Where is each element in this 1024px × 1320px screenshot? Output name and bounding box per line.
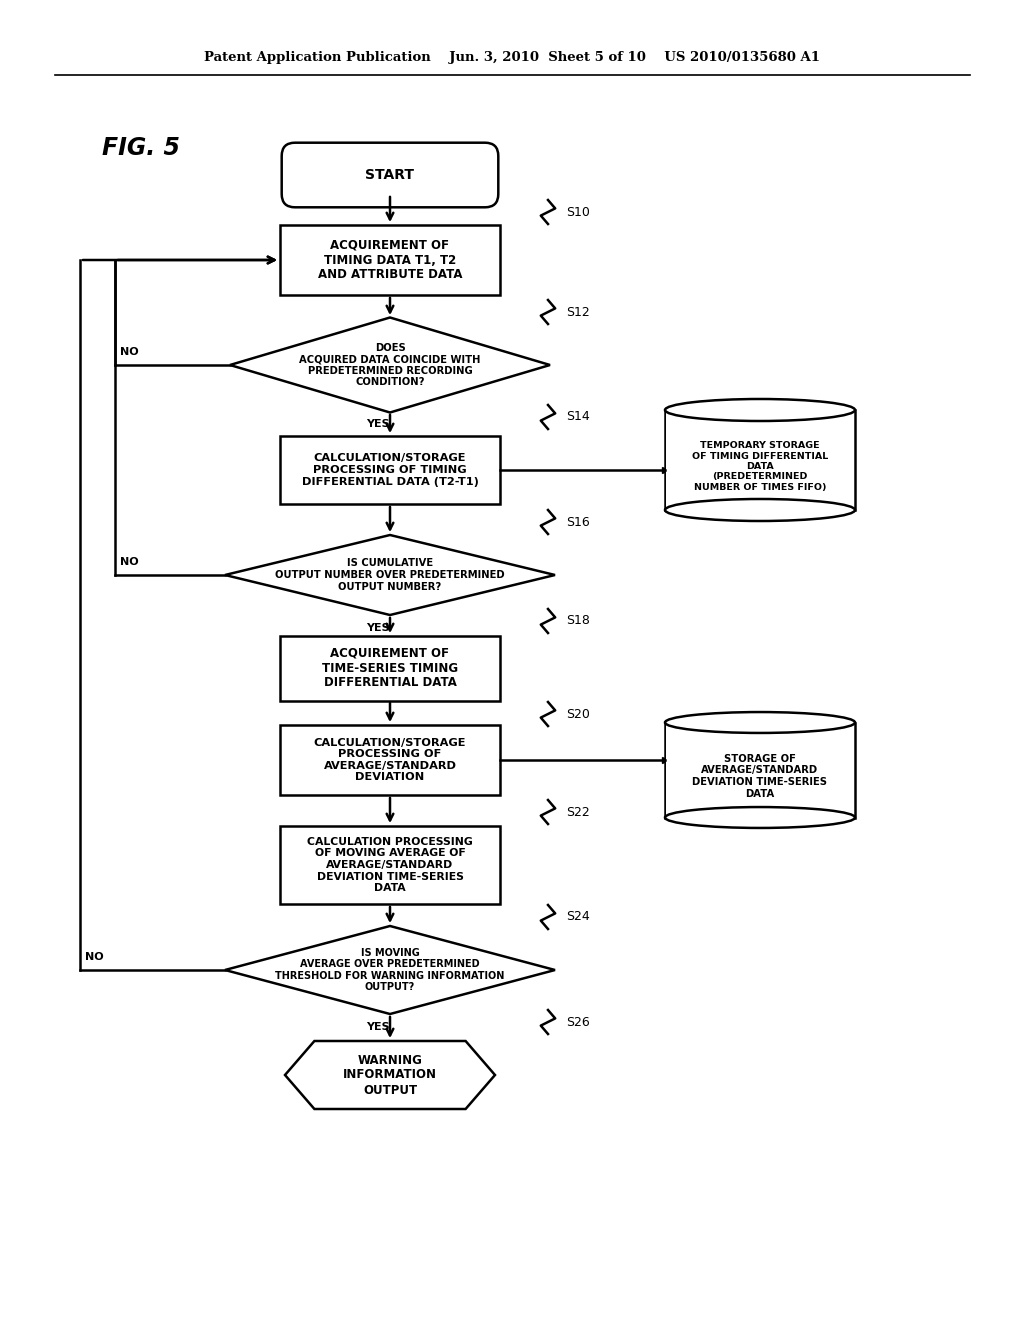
Bar [665, 411, 855, 510]
Text: IS MOVING
AVERAGE OVER PREDETERMINED
THRESHOLD FOR WARNING INFORMATION
OUTPUT?: IS MOVING AVERAGE OVER PREDETERMINED THR… [275, 948, 505, 993]
Text: S12: S12 [566, 305, 590, 318]
Text: S16: S16 [566, 516, 590, 528]
Text: YES: YES [367, 418, 390, 429]
Text: Patent Application Publication    Jun. 3, 2010  Sheet 5 of 10    US 2010/0135680: Patent Application Publication Jun. 3, 2… [204, 51, 820, 65]
Polygon shape [225, 535, 555, 615]
Bar [280, 635, 500, 701]
Text: S26: S26 [566, 1015, 590, 1028]
Text: STORAGE OF
AVERAGE/STANDARD
DEVIATION TIME-SERIES
DATA: STORAGE OF AVERAGE/STANDARD DEVIATION TI… [692, 754, 827, 799]
Text: CALCULATION PROCESSING
OF MOVING AVERAGE OF
AVERAGE/STANDARD
DEVIATION TIME-SERI: CALCULATION PROCESSING OF MOVING AVERAGE… [307, 837, 473, 894]
Text: ACQUIREMENT OF
TIMING DATA T1, T2
AND ATTRIBUTE DATA: ACQUIREMENT OF TIMING DATA T1, T2 AND AT… [317, 239, 462, 281]
Bar [280, 826, 500, 904]
Text: CALCULATION/STORAGE
PROCESSING OF
AVERAGE/STANDARD
DEVIATION: CALCULATION/STORAGE PROCESSING OF AVERAG… [313, 738, 466, 783]
Text: WARNING
INFORMATION
OUTPUT: WARNING INFORMATION OUTPUT [343, 1053, 437, 1097]
Ellipse shape [665, 399, 855, 421]
FancyBboxPatch shape [282, 143, 499, 207]
Text: NO: NO [120, 557, 138, 568]
Text: CALCULATION/STORAGE
PROCESSING OF TIMING
DIFFERENTIAL DATA (T2-T1): CALCULATION/STORAGE PROCESSING OF TIMING… [301, 453, 478, 487]
Text: ACQUIREMENT OF
TIME-SERIES TIMING
DIFFERENTIAL DATA: ACQUIREMENT OF TIME-SERIES TIMING DIFFER… [322, 647, 458, 689]
Text: IS CUMULATIVE
OUTPUT NUMBER OVER PREDETERMINED
OUTPUT NUMBER?: IS CUMULATIVE OUTPUT NUMBER OVER PREDETE… [275, 558, 505, 591]
Bar [280, 436, 500, 504]
Bar [666, 723, 854, 817]
Text: S22: S22 [566, 805, 590, 818]
Bar [666, 411, 854, 510]
Bar [665, 722, 855, 817]
Bar [280, 224, 500, 294]
Polygon shape [230, 318, 550, 412]
Polygon shape [285, 1041, 495, 1109]
Ellipse shape [665, 807, 855, 828]
Text: DOES
ACQUIRED DATA COINCIDE WITH
PREDETERMINED RECORDING
CONDITION?: DOES ACQUIRED DATA COINCIDE WITH PREDETE… [299, 343, 480, 387]
Text: NO: NO [85, 952, 103, 962]
Text: YES: YES [367, 1022, 390, 1032]
Text: START: START [366, 168, 415, 182]
Polygon shape [225, 927, 555, 1014]
Text: S10: S10 [566, 206, 590, 219]
Text: S24: S24 [566, 911, 590, 924]
Text: S20: S20 [566, 708, 590, 721]
Text: S14: S14 [566, 411, 590, 424]
Bar [280, 725, 500, 795]
Ellipse shape [665, 499, 855, 521]
Text: TEMPORARY STORAGE
OF TIMING DIFFERENTIAL
DATA
(PREDETERMINED
NUMBER OF TIMES FIF: TEMPORARY STORAGE OF TIMING DIFFERENTIAL… [692, 441, 828, 492]
Text: NO: NO [120, 347, 138, 356]
Text: YES: YES [367, 623, 390, 634]
Text: FIG. 5: FIG. 5 [102, 136, 180, 160]
Ellipse shape [665, 711, 855, 733]
Text: S18: S18 [566, 615, 590, 627]
